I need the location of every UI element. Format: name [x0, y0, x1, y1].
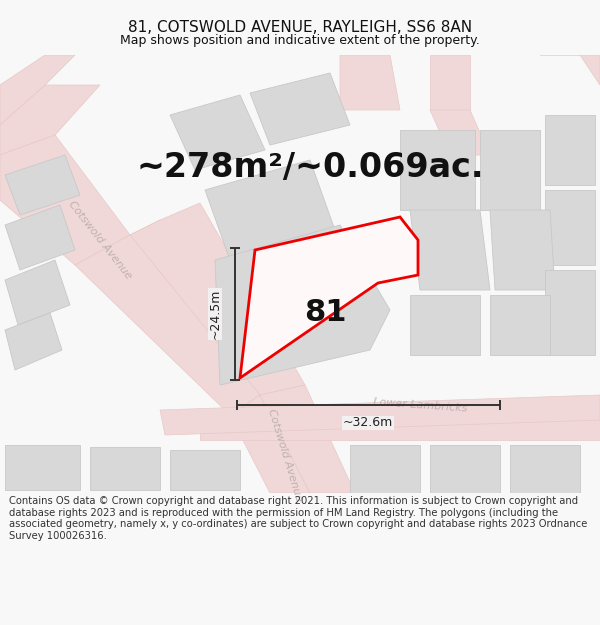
- Polygon shape: [200, 415, 600, 440]
- Text: ~278m²/~0.069ac.: ~278m²/~0.069ac.: [136, 151, 484, 184]
- Polygon shape: [260, 385, 355, 493]
- Polygon shape: [130, 203, 305, 395]
- Polygon shape: [545, 270, 595, 355]
- Polygon shape: [490, 210, 555, 290]
- Polygon shape: [5, 205, 75, 270]
- Polygon shape: [545, 190, 595, 265]
- Polygon shape: [0, 135, 130, 265]
- Polygon shape: [170, 450, 240, 490]
- Text: Lower Lambricks: Lower Lambricks: [373, 397, 467, 413]
- Polygon shape: [400, 130, 475, 210]
- Polygon shape: [430, 55, 470, 110]
- Text: Map shows position and indicative extent of the property.: Map shows position and indicative extent…: [120, 34, 480, 47]
- Polygon shape: [170, 95, 265, 170]
- Polygon shape: [340, 55, 400, 110]
- Polygon shape: [410, 210, 490, 290]
- Polygon shape: [250, 73, 350, 145]
- Text: Contains OS data © Crown copyright and database right 2021. This information is : Contains OS data © Crown copyright and d…: [9, 496, 587, 541]
- Text: Cotswold Avenue: Cotswold Avenue: [266, 408, 304, 502]
- Polygon shape: [350, 445, 420, 493]
- Polygon shape: [540, 55, 600, 85]
- Text: Cotswold Avenue: Cotswold Avenue: [67, 199, 134, 281]
- Text: ~32.6m: ~32.6m: [343, 416, 393, 429]
- Polygon shape: [5, 260, 70, 325]
- Polygon shape: [430, 110, 490, 155]
- Polygon shape: [160, 395, 600, 435]
- Polygon shape: [215, 225, 390, 385]
- Polygon shape: [0, 85, 100, 155]
- Text: 81: 81: [304, 299, 346, 328]
- Polygon shape: [5, 445, 80, 490]
- Polygon shape: [410, 295, 480, 355]
- Polygon shape: [5, 313, 62, 370]
- Polygon shape: [90, 447, 160, 490]
- Polygon shape: [490, 295, 550, 355]
- Text: ~24.5m: ~24.5m: [209, 289, 221, 339]
- Polygon shape: [230, 395, 310, 493]
- Polygon shape: [240, 217, 418, 378]
- Polygon shape: [0, 55, 75, 125]
- Polygon shape: [75, 220, 260, 415]
- Polygon shape: [5, 155, 80, 215]
- Polygon shape: [205, 160, 335, 260]
- Polygon shape: [545, 115, 595, 185]
- Polygon shape: [510, 445, 580, 493]
- Text: 81, COTSWOLD AVENUE, RAYLEIGH, SS6 8AN: 81, COTSWOLD AVENUE, RAYLEIGH, SS6 8AN: [128, 19, 472, 34]
- Polygon shape: [430, 445, 500, 493]
- Polygon shape: [480, 130, 540, 210]
